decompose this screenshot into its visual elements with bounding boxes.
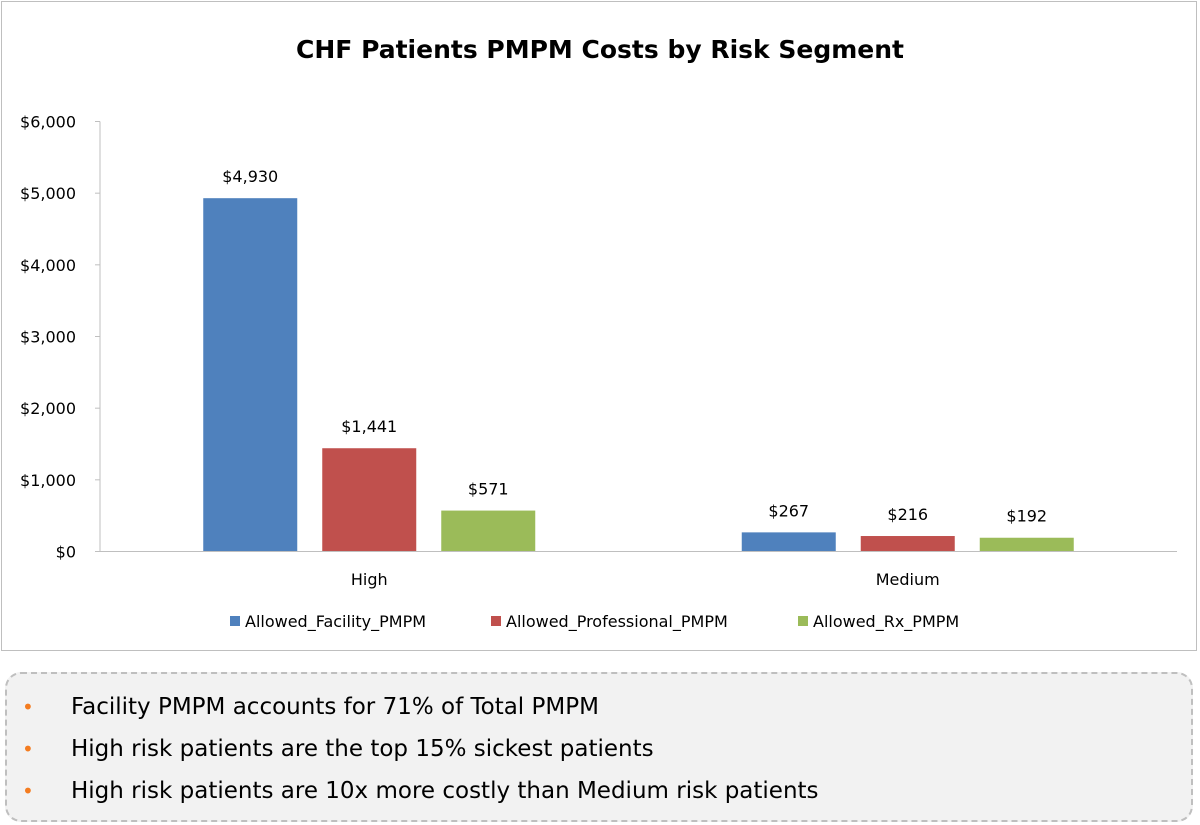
y-tick-label: $3,000 — [20, 328, 76, 347]
finding-item: • High risk patients are 10x more costly … — [7, 770, 1191, 812]
y-tick-label: $0 — [56, 543, 76, 562]
legend-label: Allowed_Rx_PMPM — [813, 612, 959, 632]
x-category-label: High — [351, 570, 388, 589]
data-label: $216 — [887, 505, 928, 524]
bars: $4,930 $1,441 $571 $267 $216 $192 — [203, 167, 1074, 552]
data-label: $267 — [768, 501, 809, 520]
legend-swatch — [230, 616, 240, 626]
bar-allowed-rx-pmpm-high — [441, 510, 536, 552]
data-label: $192 — [1006, 507, 1047, 526]
bullet-icon: • — [22, 737, 34, 761]
bar-allowed-professional-pmpm-medium — [860, 536, 955, 552]
legend-label: Allowed_Facility_PMPM — [245, 612, 426, 632]
x-axis: High Medium — [100, 551, 1177, 589]
data-label: $571 — [468, 480, 509, 499]
finding-item: • Facility PMPM accounts for 71% of Total… — [7, 686, 1191, 728]
bullet-icon: • — [22, 695, 34, 719]
legend-swatch — [798, 616, 808, 626]
legend: Allowed_Facility_PMPM Allowed_Professiona… — [230, 612, 959, 632]
finding-text: Facility PMPM accounts for 71% of Total … — [71, 694, 599, 720]
finding-item: • High risk patients are the top 15% sick… — [7, 728, 1191, 770]
finding-text: High risk patients are the top 15% sicke… — [71, 736, 654, 762]
y-tick-label: $5,000 — [20, 184, 76, 203]
bar-allowed-rx-pmpm-medium — [979, 537, 1074, 552]
legend-label: Allowed_Professional_PMPM — [506, 612, 728, 632]
bar-allowed-professional-pmpm-high — [322, 448, 417, 552]
data-label: $1,441 — [341, 417, 397, 436]
y-tick-label: $2,000 — [20, 399, 76, 418]
y-tick-label: $1,000 — [20, 471, 76, 490]
bar-allowed-facility-pmpm-medium — [741, 532, 836, 552]
y-axis: $0 $1,000 $2,000 $3,000 $4,000 $5,000 $6,000 — [20, 113, 101, 562]
x-category-label: Medium — [876, 570, 940, 589]
chart-title: CHF Patients PMPM Costs by Risk Segment — [296, 35, 904, 64]
legend-swatch — [491, 616, 501, 626]
findings-list: • Facility PMPM accounts for 71% of Total… — [7, 686, 1191, 812]
y-tick-label: $6,000 — [20, 113, 76, 132]
bar-allowed-facility-pmpm-high — [203, 198, 298, 552]
bar-chart: CHF Patients PMPM Costs by Risk Segment … — [20, 35, 1177, 632]
data-label: $4,930 — [222, 167, 278, 186]
y-tick-label: $4,000 — [20, 256, 76, 275]
chart-area: CHF Patients PMPM Costs by Risk Segment … — [1, 1, 1197, 651]
finding-text: High risk patients are 10x more costly t… — [71, 778, 819, 804]
bullet-icon: • — [22, 779, 34, 803]
key-findings-box: • Facility PMPM accounts for 71% of Total… — [5, 672, 1193, 822]
